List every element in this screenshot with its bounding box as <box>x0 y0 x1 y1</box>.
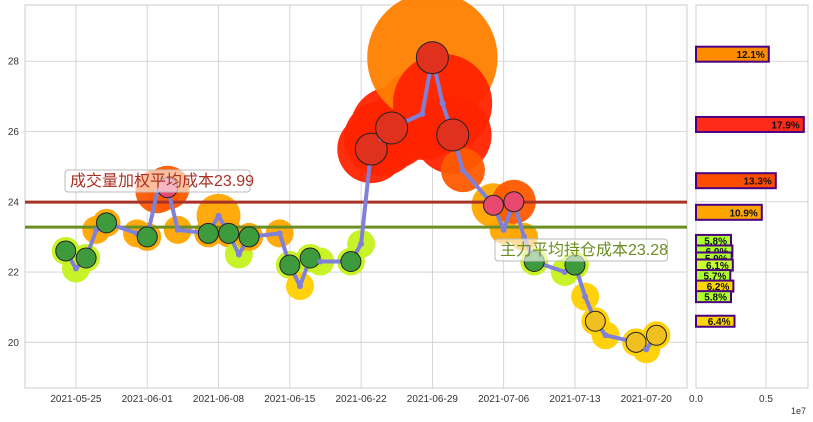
data-point <box>215 212 222 219</box>
main-plot-area <box>24 4 688 389</box>
x-tick-label: 2021-06-29 <box>407 394 459 405</box>
data-point <box>296 283 303 290</box>
data-point <box>174 226 181 233</box>
distribution-bar-label: 10.9% <box>729 208 757 219</box>
distribution-bar-label: 17.9% <box>771 120 799 131</box>
data-point <box>521 233 528 240</box>
fruit-marker <box>503 191 525 213</box>
data-point <box>235 251 242 258</box>
fruit-marker <box>218 222 240 244</box>
fruit-marker <box>354 132 388 166</box>
distribution-bar-label: 6.2% <box>707 282 730 293</box>
x-tick-label: 2021-06-22 <box>336 394 388 405</box>
distribution-bars: 12.1%17.9%13.3%10.9%5.8%6.0%5.9%6.1%5.7%… <box>695 45 805 328</box>
fruit-marker <box>625 331 647 353</box>
fruit-marker <box>645 324 667 346</box>
distribution-bar <box>695 45 770 63</box>
distribution-bar-label: 5.8% <box>704 293 727 304</box>
cost-labels: 成交量加权平均成本23.99 主力平均持仓成本23.28 <box>64 169 668 262</box>
weighted-cost-label-text: 成交量加权平均成本23.99 <box>70 172 254 190</box>
fruit-marker <box>55 240 77 262</box>
distribution-bar <box>695 290 732 304</box>
data-point <box>317 258 324 265</box>
data-point <box>419 110 426 117</box>
weighted-cost-label-box <box>64 169 251 193</box>
x-tick-label: 2021-07-20 <box>621 394 673 405</box>
distribution-bar-label: 6.1% <box>706 261 729 272</box>
distribution-bar <box>695 314 736 328</box>
cost-lines <box>25 200 687 229</box>
main-cost-label-text: 主力平均持仓成本23.28 <box>500 241 668 259</box>
data-point <box>459 167 466 174</box>
distribution-bar-label: 5.7% <box>704 272 727 283</box>
main-cost-label-box <box>494 238 668 262</box>
x-tick-label: 2021-06-01 <box>122 394 174 405</box>
fruit-marker <box>415 41 449 75</box>
data-point <box>500 226 507 233</box>
data-point <box>643 346 650 353</box>
data-point <box>276 230 283 237</box>
distribution-bar-label: 5.8% <box>704 236 727 247</box>
y-tick-label: 20 <box>8 338 20 349</box>
fruit-marker <box>279 254 301 276</box>
distribution-bar-label: 13.3% <box>743 177 771 188</box>
fruit-marker <box>482 194 504 216</box>
fruit-marker <box>75 247 97 269</box>
main-cost-label: 主力平均持仓成本23.28 <box>494 238 668 262</box>
data-point <box>602 332 609 339</box>
fruit-marker <box>95 212 117 234</box>
distribution-bar <box>695 172 777 190</box>
fruit-marker <box>136 226 158 248</box>
side-x-tick-label: 0.5 <box>759 394 773 405</box>
distribution-bar <box>695 203 763 221</box>
distribution-bar <box>695 115 805 133</box>
data-point <box>72 265 79 272</box>
fruit-marker <box>299 247 321 269</box>
fruit-marker <box>584 310 606 332</box>
fruit-marker <box>375 111 409 145</box>
distribution-bar-label: 6.4% <box>708 317 731 328</box>
data-point <box>582 293 589 300</box>
fruit-marker <box>340 251 362 273</box>
y-tick-label: 28 <box>8 57 20 68</box>
fruit-marker <box>197 222 219 244</box>
fruit-marker <box>238 226 260 248</box>
x-tick-label: 2021-07-13 <box>549 394 601 405</box>
data-point <box>439 100 446 107</box>
x-tick-label: 2021-05-25 <box>50 394 102 405</box>
fruit-marker <box>436 118 470 152</box>
x-tick-label: 2021-06-15 <box>264 394 316 405</box>
y-tick-label: 26 <box>8 127 20 138</box>
data-point <box>358 240 365 247</box>
y-tick-label: 22 <box>8 268 20 279</box>
axis-labels: 2021-05-25 2021-06-01 2021-06-08 2021-06-15… <box>8 57 806 416</box>
weighted-cost-label: 成交量加权平均成本23.99 <box>64 169 254 193</box>
distribution-bar-label: 12.1% <box>736 50 764 61</box>
side-offset-label: 1e7 <box>791 406 806 416</box>
y-tick-label: 24 <box>8 197 20 208</box>
x-tick-label: 2021-06-08 <box>193 394 245 405</box>
side-x-tick-label: 0.0 <box>689 394 703 405</box>
x-tick-label: 2021-07-06 <box>478 394 530 405</box>
